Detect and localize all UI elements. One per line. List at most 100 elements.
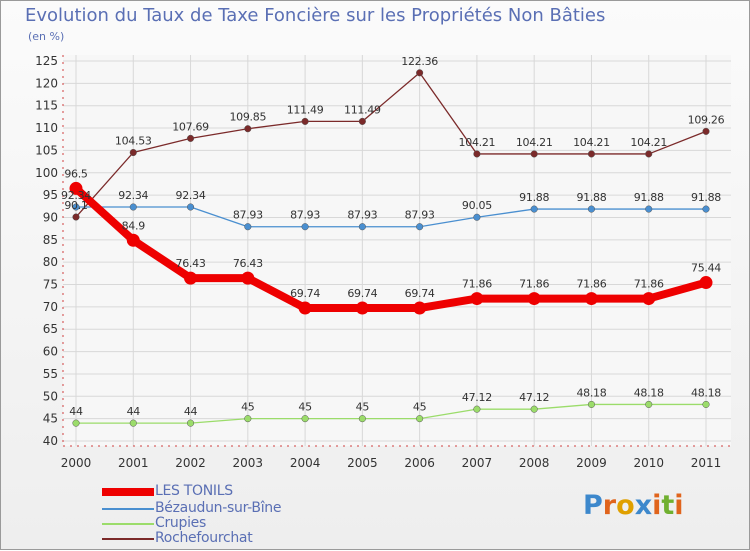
legend-label-crupies: Crupies (155, 515, 206, 531)
y-tick-label: 100 (35, 166, 58, 180)
legend-swatch-crupies (102, 523, 154, 525)
data-label: 71.86 (576, 278, 606, 291)
legend-swatch-rochefourchat (102, 538, 154, 540)
data-label: 48.18 (691, 386, 721, 399)
series-point-3 (702, 127, 710, 135)
y-tick-label: 125 (35, 54, 58, 68)
data-label: 92.34 (118, 189, 148, 202)
y-tick-label: 60 (43, 345, 58, 359)
data-label: 76.43 (176, 257, 206, 270)
x-tick-label: 2008 (519, 456, 550, 470)
series-point-2 (72, 419, 80, 427)
data-label: 111.49 (287, 103, 324, 116)
data-label: 92.34 (61, 189, 91, 202)
legend-swatch-les-tonils (102, 488, 154, 496)
series-point-1 (186, 203, 195, 211)
data-label: 44 (127, 405, 141, 418)
data-label: 76.43 (233, 257, 263, 270)
data-label: 47.12 (519, 391, 549, 404)
data-label: 84.9 (122, 219, 146, 232)
y-tick-label: 55 (43, 367, 58, 381)
data-label: 92.34 (176, 189, 206, 202)
data-label: 91.88 (519, 191, 549, 204)
data-label: 122.36 (401, 55, 438, 68)
series-point-0 (642, 292, 656, 306)
data-label: 87.93 (290, 209, 320, 222)
series-point-1 (530, 205, 538, 213)
data-label: 104.21 (516, 136, 553, 149)
legend-label-les-tonils: LES TONILS (155, 483, 233, 499)
data-label: 45 (413, 401, 427, 414)
series-point-1 (473, 213, 481, 221)
series-point-0 (527, 292, 541, 306)
data-label: 45 (356, 401, 370, 414)
series-point-3 (587, 150, 596, 158)
y-tick-label: 75 (43, 278, 58, 292)
series-point-0 (470, 292, 484, 306)
chart-title: Evolution du Taux de Taxe Foncière sur l… (25, 5, 606, 26)
series-point-2 (530, 405, 538, 413)
series-point-3 (473, 150, 481, 158)
data-label: 90.1 (64, 199, 87, 212)
x-tick-label: 2005 (347, 456, 378, 470)
series-point-3 (186, 134, 195, 142)
data-label: 109.26 (688, 113, 725, 126)
logo-letter: r (602, 490, 617, 521)
y-tick-label: 40 (43, 434, 58, 448)
data-label: 48.18 (576, 386, 606, 399)
data-label: 87.93 (405, 209, 435, 222)
y-tick-label: 70 (43, 300, 58, 314)
series-point-0 (126, 233, 140, 247)
series-point-3 (72, 213, 80, 221)
series-line-3 (75, 72, 707, 218)
data-label: 44 (69, 405, 83, 418)
series-point-1 (358, 223, 366, 231)
series-point-0 (584, 292, 598, 306)
x-tick-label: 2009 (576, 456, 607, 470)
data-label: 109.85 (229, 111, 266, 124)
legend-swatch-bezaudun (102, 508, 154, 510)
series-point-1 (416, 223, 424, 231)
plot-area (63, 55, 731, 446)
series-point-2 (358, 415, 366, 423)
data-label: 91.88 (634, 191, 664, 204)
legend-label-rochefourchat: Rochefourchat (155, 530, 253, 546)
series-point-2 (244, 415, 252, 423)
data-label: 69.74 (405, 287, 435, 300)
logo-letter: P (583, 490, 603, 521)
series-point-3 (358, 117, 366, 125)
series-point-0 (184, 271, 198, 285)
series-point-3 (301, 117, 309, 125)
y-tick-label: 105 (35, 143, 58, 157)
y-tick-label: 80 (43, 255, 58, 269)
series-line-1 (76, 206, 706, 228)
logo-letter: x (634, 490, 653, 521)
logo-letter: t (661, 490, 675, 521)
x-tick-label: 2001 (118, 456, 149, 470)
data-label: 87.93 (233, 209, 263, 222)
y-tick-label: 85 (43, 233, 58, 247)
series-point-1 (702, 205, 710, 213)
data-label: 87.93 (347, 209, 377, 222)
data-label: 111.49 (344, 103, 381, 116)
series-point-1 (129, 203, 137, 211)
legend-label-bezaudun: Bézaudun-sur-Bîne (155, 500, 282, 516)
series-point-0 (355, 301, 369, 315)
series-line-0 (73, 185, 708, 313)
y-tick-label: 115 (35, 99, 58, 113)
data-label: 104.21 (459, 136, 496, 149)
y-tick-label: 95 (43, 188, 58, 202)
data-label: 90.05 (462, 199, 492, 212)
chart-unit: (en %) (28, 30, 65, 43)
y-tick-label: 65 (43, 322, 58, 336)
logo-letter: i (674, 490, 684, 521)
series-point-0 (298, 301, 312, 315)
series-point-1 (301, 223, 309, 231)
data-label: 91.88 (691, 191, 721, 204)
series-point-0 (699, 276, 713, 290)
x-tick-label: 2011 (691, 456, 722, 470)
data-label: 104.21 (630, 136, 667, 149)
x-tick-label: 2000 (61, 456, 92, 470)
